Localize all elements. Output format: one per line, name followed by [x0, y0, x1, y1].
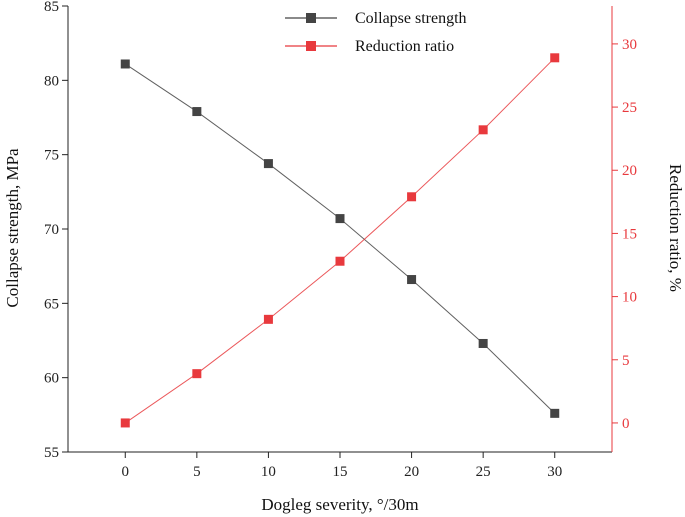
data-point-collapse-strength — [478, 338, 488, 348]
x-tick-label: 0 — [122, 464, 130, 480]
data-point-reduction-ratio — [407, 192, 417, 202]
y-left-tick-label: 75 — [44, 148, 59, 164]
data-point-reduction-ratio — [263, 314, 273, 324]
x-tick-label: 30 — [547, 464, 562, 480]
x-tick-label: 25 — [476, 464, 491, 480]
legend-marker-collapse-strength — [306, 13, 316, 23]
data-point-collapse-strength — [120, 59, 130, 69]
y-axis-left: 55 60 65 70 75 80 85 — [44, 0, 68, 461]
x-tick-label: 20 — [404, 464, 419, 480]
y-right-tick-label: 20 — [622, 163, 637, 179]
data-point-reduction-ratio — [550, 53, 560, 63]
y-left-tick-label: 80 — [44, 73, 59, 89]
y-left-tick-label: 85 — [44, 0, 59, 15]
y-right-tick-label: 25 — [622, 100, 637, 116]
y-left-tick-label: 70 — [44, 222, 59, 238]
data-point-reduction-ratio — [192, 369, 202, 379]
y-axis-right: 0 5 10 15 20 25 30 — [612, 37, 637, 432]
x-axis: 0 5 10 15 20 25 30 — [122, 452, 562, 480]
y-right-tick-label: 15 — [622, 226, 637, 242]
y-right-tick-label: 0 — [622, 416, 630, 432]
data-point-collapse-strength — [192, 107, 202, 117]
y-axis-left-title: Collapse strength, MPa — [3, 148, 22, 308]
plot-frame — [67, 6, 613, 453]
y-right-tick-label: 30 — [622, 37, 637, 53]
x-tick-label: 5 — [193, 464, 201, 480]
data-point-collapse-strength — [335, 214, 345, 224]
x-tick-label: 10 — [261, 464, 276, 480]
y-left-tick-label: 55 — [44, 445, 59, 461]
series-line-reduction-ratio — [124, 57, 556, 424]
series-line-collapse-strength — [124, 63, 556, 414]
y-left-tick-label: 65 — [44, 296, 59, 312]
data-point-reduction-ratio — [478, 125, 488, 135]
y-right-tick-label: 10 — [622, 290, 637, 306]
legend-marker-reduction-ratio — [306, 41, 316, 51]
series-layer — [120, 53, 560, 428]
data-point-reduction-ratio — [335, 256, 345, 266]
x-tick-label: 15 — [333, 464, 348, 480]
legend-label-reduction-ratio: Reduction ratio — [355, 38, 454, 55]
y-axis-right-title: Reduction ratio, % — [666, 164, 685, 292]
legend-label-collapse-strength: Collapse strength — [355, 10, 467, 27]
y-left-tick-label: 60 — [44, 371, 59, 387]
y-right-tick-label: 5 — [622, 353, 630, 369]
data-point-collapse-strength — [263, 159, 273, 169]
data-point-reduction-ratio — [120, 418, 130, 428]
legend: Collapse strength Reduction ratio — [285, 10, 467, 55]
data-point-collapse-strength — [407, 275, 417, 285]
x-axis-title: Dogleg severity, °/30m — [261, 495, 418, 514]
data-point-collapse-strength — [550, 408, 560, 418]
